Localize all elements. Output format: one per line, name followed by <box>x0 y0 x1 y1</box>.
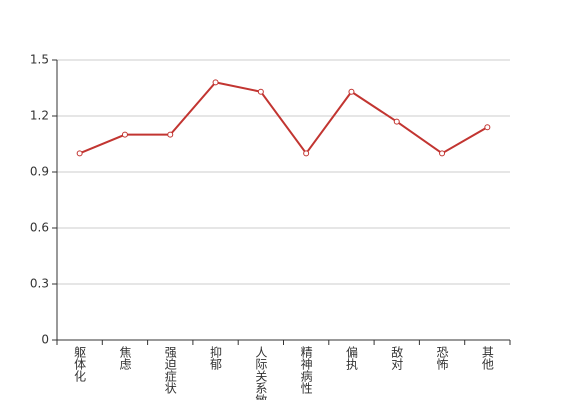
y-tick-label: 0.9 <box>30 165 49 179</box>
x-tick-label: 强迫症状 <box>163 346 177 394</box>
y-tick-label: 0.3 <box>30 277 49 291</box>
point <box>76 150 83 157</box>
point <box>121 131 128 138</box>
x-tick-label: 其他 <box>480 346 494 370</box>
x-tick-label: 敌对 <box>390 345 404 370</box>
y-tick-label: 1.5 <box>30 53 49 67</box>
x-tick-label: 人际关系敏感 <box>254 346 268 400</box>
point <box>257 88 264 95</box>
y-tick-label: 1.2 <box>30 109 49 123</box>
point <box>303 150 310 157</box>
x-tick-label: 焦虑 <box>118 346 132 370</box>
y-tick-label: 0.6 <box>30 221 49 235</box>
point <box>167 131 174 138</box>
x-tick-label: 恐怖 <box>435 346 449 370</box>
x-tick-label: 躯体化 <box>73 345 87 383</box>
y-tick-label: 0 <box>41 333 49 347</box>
point <box>393 118 400 125</box>
x-tick-label: 抑郁 <box>209 345 223 371</box>
point <box>212 79 219 86</box>
point <box>439 150 446 157</box>
x-tick-label: 精神病性 <box>299 346 313 395</box>
x-tick-label: 偏执 <box>344 345 358 371</box>
series-line <box>79 81 488 156</box>
point <box>348 88 355 95</box>
point <box>484 124 491 131</box>
